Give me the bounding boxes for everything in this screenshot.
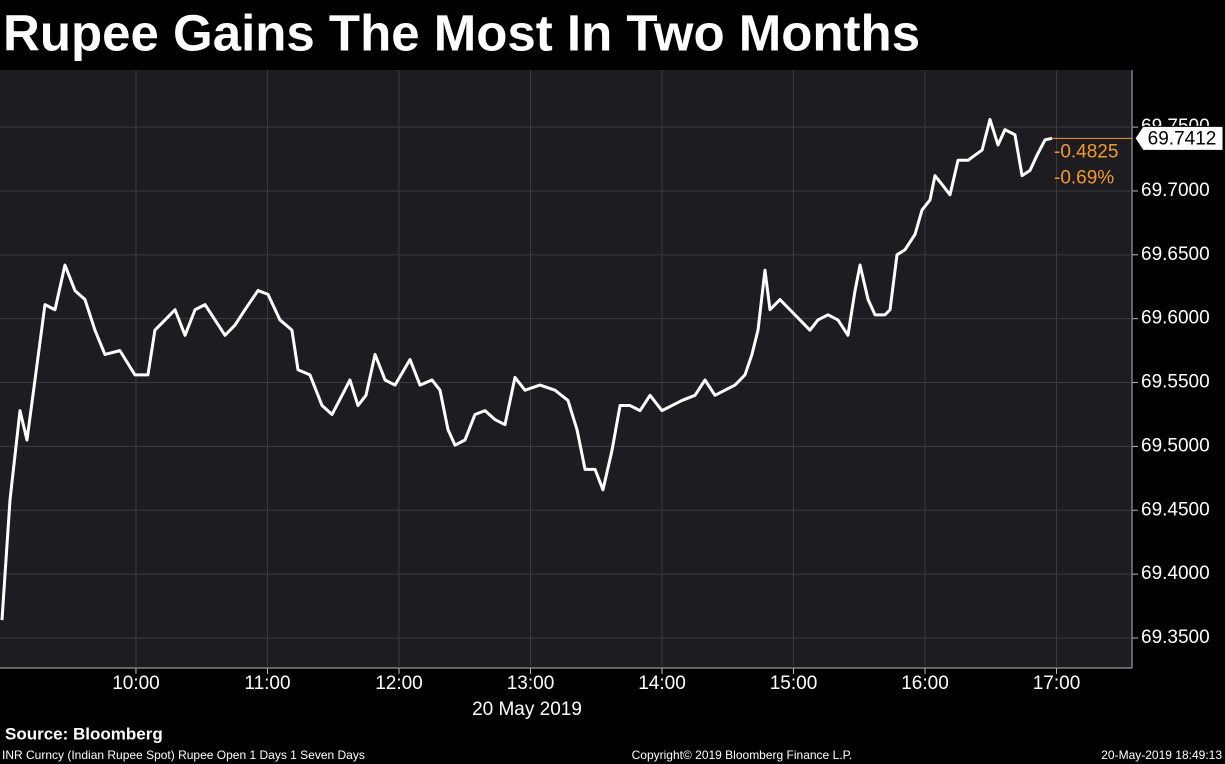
last-value-label: 69.7412 bbox=[1148, 128, 1217, 149]
x-tick-label: 13:00 bbox=[507, 673, 555, 694]
x-axis-label: 20 May 2019 bbox=[472, 699, 582, 720]
x-tick-label: 12:00 bbox=[375, 673, 423, 694]
y-tick-label: 69.7000 bbox=[1141, 180, 1210, 201]
y-tick-label: 69.5000 bbox=[1141, 435, 1210, 456]
x-tick-label: 16:00 bbox=[901, 673, 949, 694]
source: Source: Bloomberg bbox=[5, 724, 163, 743]
plot-area bbox=[0, 70, 1132, 668]
x-tick-label: 11:00 bbox=[244, 673, 290, 694]
chart-title: Rupee Gains The Most In Two Months bbox=[3, 4, 920, 61]
x-tick-label: 14:00 bbox=[638, 673, 686, 694]
footer-description: INR Curncy (Indian Rupee Spot) Rupee Ope… bbox=[2, 748, 365, 762]
copyright: Copyright© 2019 Bloomberg Finance L.P. bbox=[632, 748, 853, 762]
y-tick-label: 69.4000 bbox=[1141, 563, 1210, 584]
x-tick-label: 15:00 bbox=[770, 673, 818, 694]
y-tick-label: 69.3500 bbox=[1141, 627, 1210, 648]
change-annotation: -0.69% bbox=[1054, 167, 1114, 188]
y-tick-label: 69.6000 bbox=[1141, 308, 1210, 329]
price-line bbox=[0, 117, 1053, 621]
x-tick-label: 17:00 bbox=[1033, 673, 1081, 694]
timestamp: 20-May-2019 18:49:13 bbox=[1101, 748, 1222, 762]
x-tick-label: 10:00 bbox=[112, 673, 160, 694]
change-annotation: -0.4825 bbox=[1054, 141, 1118, 162]
last-value-tag bbox=[1134, 125, 1224, 151]
y-tick-label: 69.5500 bbox=[1141, 372, 1210, 393]
y-tick-label: 69.6500 bbox=[1141, 244, 1210, 265]
y-tick-label: 69.4500 bbox=[1141, 499, 1210, 520]
